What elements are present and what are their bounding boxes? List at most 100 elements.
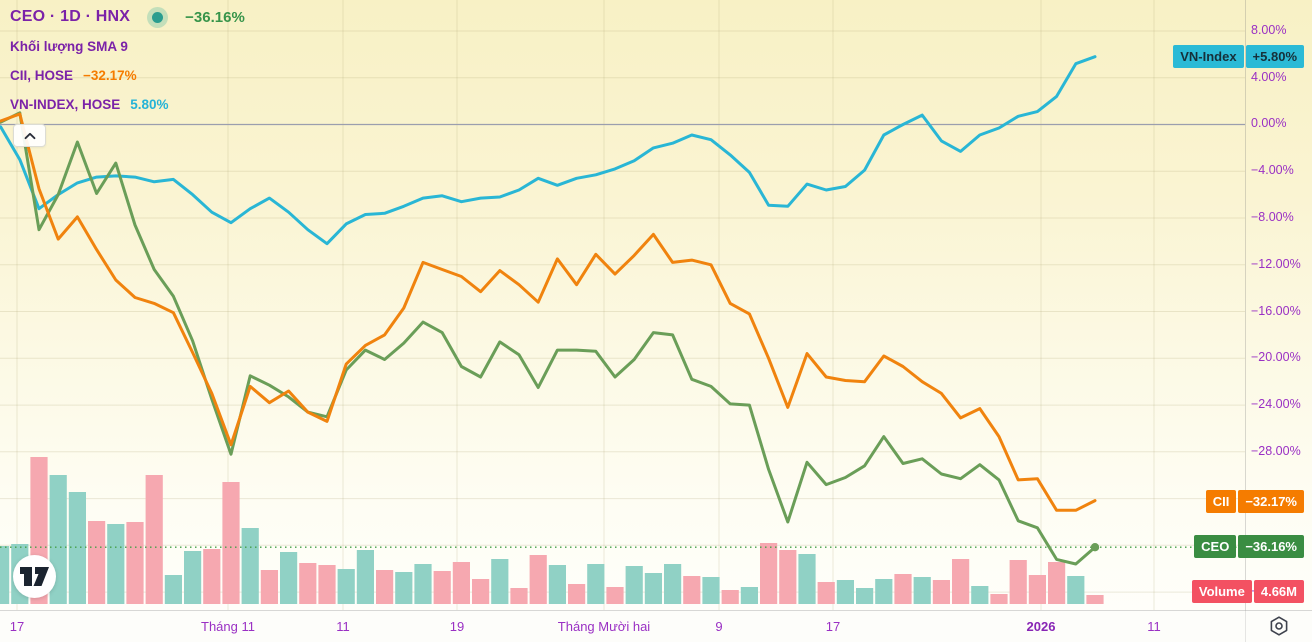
cii-label: CII, HOSE	[10, 68, 74, 83]
volume-bar	[280, 552, 298, 604]
volume-bar	[568, 584, 586, 604]
price-badge-cii-value: −32.17%	[1238, 490, 1304, 513]
symbol-change-value: −36.16%	[185, 8, 245, 26]
price-axis-label: −16.00%	[1251, 304, 1301, 318]
volume-bar	[1028, 575, 1046, 604]
volume-bar	[664, 564, 682, 604]
volume-bar	[529, 555, 547, 604]
price-axis-label: −28.00%	[1251, 444, 1301, 458]
volume-bar	[203, 549, 221, 604]
price-badge-ceo: CEO −36.16%	[1194, 535, 1304, 558]
vnindex-label: VN-INDEX, HOSE	[10, 97, 121, 112]
chart-canvas[interactable]	[0, 0, 1245, 610]
volume-bar	[990, 594, 1008, 604]
time-axis[interactable]: 17 Tháng 11 11 19 Tháng Mười hai 9 17 2026 11	[0, 610, 1312, 642]
pane-collapse-button[interactable]	[13, 124, 46, 147]
price-axis-label: −24.00%	[1251, 397, 1301, 411]
price-axis-label: 0.00%	[1251, 116, 1287, 130]
vnindex-change-value: 5.80%	[130, 97, 169, 112]
volume-bars	[0, 457, 1104, 604]
volume-bar	[644, 573, 662, 604]
volume-bar	[836, 580, 854, 604]
series-end-dot	[1090, 543, 1100, 552]
legend-row-main-symbol[interactable]: CEO · 1D · HNX −36.16%	[10, 2, 245, 32]
price-badge-vnindex-value: +5.80%	[1245, 45, 1304, 68]
volume-bar	[145, 475, 163, 604]
volume-bar	[856, 588, 874, 604]
volume-bar	[875, 579, 893, 604]
time-axis-label: 9	[715, 619, 723, 634]
volume-bar	[318, 565, 336, 604]
volume-bar	[260, 570, 278, 604]
tradingview-mark-icon	[20, 567, 49, 586]
volume-bar	[1048, 562, 1066, 604]
volume-bar	[337, 569, 355, 604]
price-badge-cii: CII −32.17%	[1205, 490, 1304, 513]
volume-bar	[817, 582, 835, 604]
volume-bar	[107, 524, 125, 604]
series-line-cii	[0, 112, 1097, 512]
time-axis-label: Tháng 11	[201, 619, 255, 634]
volume-bar	[126, 522, 144, 604]
time-axis-label: 19	[449, 619, 465, 634]
volume-bar	[760, 543, 778, 604]
volume-bar	[721, 590, 739, 604]
volume-bar	[606, 587, 624, 604]
volume-bar	[932, 580, 950, 604]
volume-bar	[491, 559, 509, 604]
price-axis-label: −4.00%	[1251, 163, 1294, 177]
legend: CEO · 1D · HNX −36.16% Khối lượng SMA 9 …	[10, 2, 245, 119]
price-badge-volume: Volume 4.66M	[1191, 580, 1304, 603]
volume-bar	[702, 577, 720, 604]
price-badge-ceo-symbol: CEO	[1194, 535, 1237, 558]
price-badge-volume-symbol: Volume	[1191, 580, 1252, 603]
series-dot-marker-icon	[152, 11, 164, 23]
volume-bar	[971, 586, 989, 604]
price-axis-label: −20.00%	[1251, 350, 1301, 364]
series-line-vnindex	[0, 55, 1097, 246]
price-axis-label: 4.00%	[1251, 70, 1287, 84]
volume-bar	[779, 550, 797, 604]
volume-bar	[894, 574, 912, 604]
time-axis-label: 17	[825, 619, 841, 634]
volume-bar	[452, 562, 470, 604]
cii-change-value: −32.17%	[83, 68, 137, 83]
volume-bar	[1067, 576, 1085, 604]
tradingview-logo[interactable]	[13, 555, 56, 598]
volume-bar	[913, 577, 931, 604]
volume-bar	[0, 546, 10, 604]
volume-bar	[414, 564, 432, 604]
legend-row-cii[interactable]: CII, HOSE −32.17%	[10, 61, 245, 90]
price-axis-label: 8.00%	[1251, 23, 1287, 37]
price-badge-cii-symbol: CII	[1205, 490, 1237, 513]
volume-bar	[376, 570, 394, 604]
volume-bar	[548, 565, 566, 604]
time-axis-label: Tháng Mười hai	[557, 619, 651, 634]
volume-sma-label: Khối lượng SMA 9	[10, 39, 128, 54]
legend-row-vnindex[interactable]: VN-INDEX, HOSE 5.80%	[10, 90, 245, 119]
volume-bar	[184, 551, 202, 604]
time-axis-label: 11	[1147, 619, 1161, 634]
volume-bar	[1009, 560, 1027, 604]
axis-corner	[1245, 610, 1312, 642]
time-axis-label: 17	[9, 619, 25, 634]
volume-bar	[241, 528, 259, 604]
volume-bar	[433, 571, 451, 604]
price-badge-volume-value: 4.66M	[1253, 580, 1304, 603]
volume-bar	[395, 572, 413, 604]
price-badge-vnindex-symbol: VN-Index	[1173, 45, 1244, 68]
price-axis[interactable]: 8.00% 4.00% 0.00% −4.00% −8.00% −12.00% −16.00…	[1173, 0, 1312, 610]
series-line-ceo	[0, 111, 1097, 566]
volume-bar	[356, 550, 374, 604]
gear-icon[interactable]	[1268, 615, 1290, 637]
symbol-title: CEO · 1D · HNX	[10, 8, 131, 25]
volume-bar	[68, 492, 86, 604]
time-axis-label: 11	[336, 619, 350, 634]
volume-bar	[587, 564, 605, 604]
volume-bar	[683, 576, 701, 604]
legend-row-volume-sma[interactable]: Khối lượng SMA 9	[10, 32, 245, 61]
chevron-up-icon	[24, 132, 35, 139]
volume-bar	[510, 588, 528, 604]
volume-bar	[222, 482, 240, 604]
